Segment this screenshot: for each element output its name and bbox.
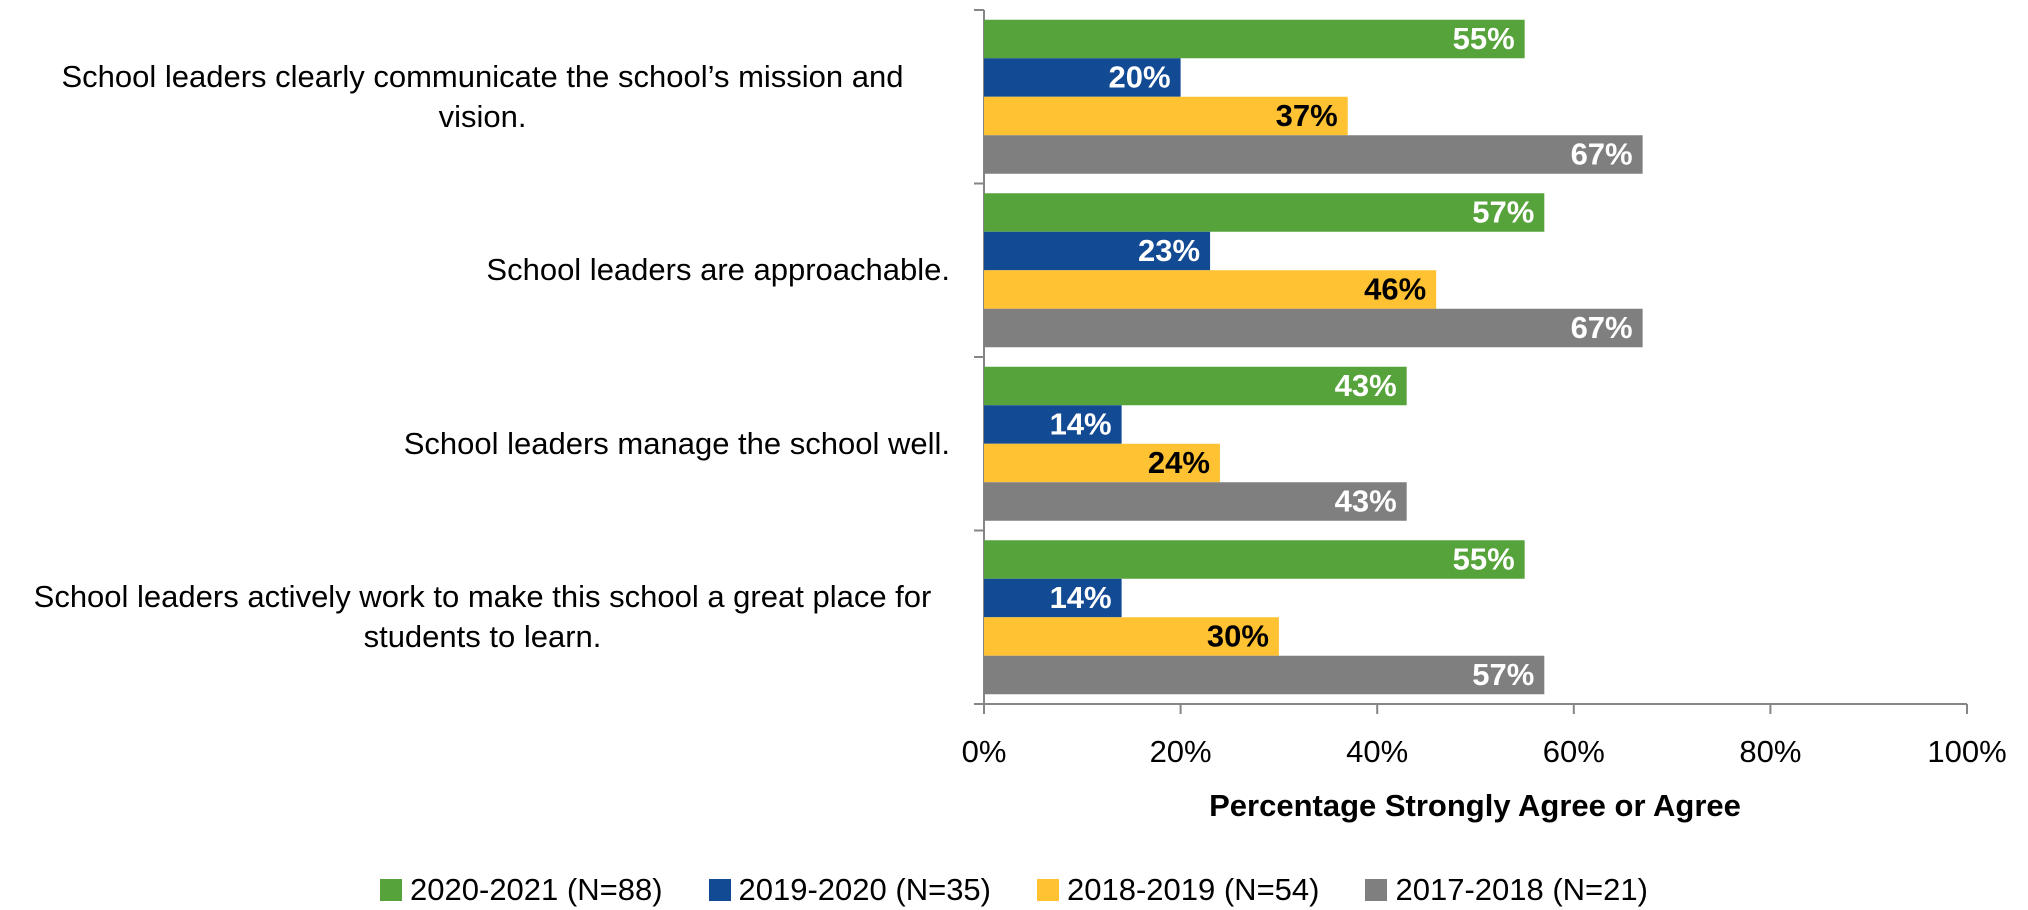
category-text: School leaders manage the school well. bbox=[403, 425, 950, 461]
bar bbox=[984, 540, 1525, 579]
category-text: School leaders clearly communicate the s… bbox=[61, 58, 904, 134]
value-label: 67% bbox=[1571, 310, 1633, 345]
bar bbox=[984, 443, 1220, 483]
bar bbox=[984, 405, 1122, 444]
legend-label: 2019-2020 (N=35) bbox=[738, 872, 991, 907]
x-tick-label: 20% bbox=[1150, 734, 1212, 769]
x-tick-label: 100% bbox=[1927, 734, 2006, 769]
value-label: 46% bbox=[1364, 272, 1426, 307]
category-label: School leaders are approachable. bbox=[0, 250, 950, 290]
value-label: 23% bbox=[1138, 233, 1200, 268]
value-label: 37% bbox=[1276, 98, 1338, 133]
category-label: School leaders clearly communicate the s… bbox=[0, 57, 950, 137]
category-text: School leaders actively work to make thi… bbox=[33, 579, 932, 655]
bar bbox=[984, 193, 1545, 232]
category-text: School leaders are approachable. bbox=[486, 252, 950, 288]
value-label: 14% bbox=[1050, 407, 1112, 442]
legend-swatch bbox=[708, 879, 731, 901]
category-label: School leaders actively work to make thi… bbox=[0, 577, 950, 657]
legend-swatch bbox=[380, 879, 403, 901]
legend-label: 2020-2021 (N=88) bbox=[410, 872, 663, 907]
legend-label: 2017-2018 (N=21) bbox=[1395, 872, 1648, 907]
bar bbox=[984, 617, 1279, 656]
x-axis-title: Percentage Strongly Agree or Agree bbox=[1209, 788, 1741, 823]
value-label: 57% bbox=[1472, 195, 1534, 230]
legend-item: 2020-2021 (N=88) bbox=[380, 872, 663, 908]
legend-label: 2018-2019 (N=54) bbox=[1067, 872, 1320, 907]
bar bbox=[984, 655, 1545, 695]
value-label: 57% bbox=[1472, 657, 1534, 692]
value-label: 30% bbox=[1207, 619, 1269, 654]
bar bbox=[984, 578, 1122, 618]
value-label: 24% bbox=[1148, 445, 1210, 480]
legend-swatch bbox=[1365, 879, 1388, 901]
value-label: 43% bbox=[1335, 368, 1397, 403]
legend-item: 2019-2020 (N=35) bbox=[708, 872, 991, 908]
x-tick-label: 80% bbox=[1739, 734, 1801, 769]
bar bbox=[984, 96, 1348, 136]
value-label: 14% bbox=[1050, 580, 1112, 615]
legend-item: 2017-2018 (N=21) bbox=[1365, 872, 1648, 908]
bar bbox=[984, 135, 1643, 174]
bar bbox=[984, 308, 1643, 348]
bar bbox=[984, 58, 1181, 97]
legend-item: 2018-2019 (N=54) bbox=[1037, 872, 1319, 908]
bar bbox=[984, 19, 1525, 59]
bar bbox=[984, 366, 1407, 406]
x-tick-label: 0% bbox=[962, 734, 1007, 769]
bar bbox=[984, 482, 1407, 521]
category-label: School leaders manage the school well. bbox=[0, 424, 950, 464]
legend-swatch bbox=[1037, 879, 1059, 901]
value-label: 20% bbox=[1109, 60, 1171, 95]
value-label: 55% bbox=[1453, 542, 1515, 577]
x-tick-label: 40% bbox=[1346, 734, 1408, 769]
legend: 2020-2021 (N=88) 2019-2020 (N=35) 2018-201… bbox=[0, 872, 2028, 908]
value-label: 55% bbox=[1453, 21, 1515, 56]
value-label: 43% bbox=[1335, 484, 1397, 519]
x-tick-label: 60% bbox=[1543, 734, 1605, 769]
bar bbox=[984, 270, 1437, 309]
bar bbox=[984, 231, 1211, 271]
value-label: 67% bbox=[1571, 137, 1633, 172]
